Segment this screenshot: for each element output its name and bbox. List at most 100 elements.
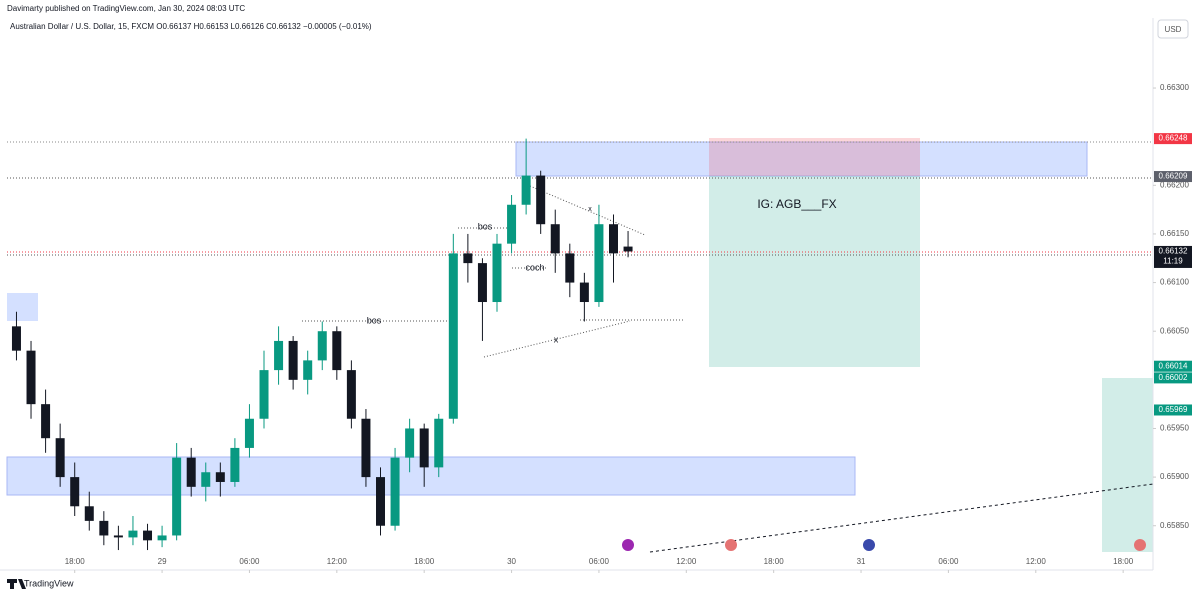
price-label: 0.65969 [1159,405,1188,414]
candle-body [419,428,429,468]
candle-body [201,472,211,487]
x-tick-label: 06:00 [239,557,260,566]
zone [515,141,1088,177]
target-zone [1102,378,1153,552]
currency-button[interactable] [1157,19,1189,39]
candle-body [361,418,371,478]
candle-body [579,282,589,303]
candle-body [259,370,269,419]
price-label-box [1154,245,1192,268]
candle-body [288,340,298,380]
publisher: Davimarty published on TradingView.com, … [7,4,245,13]
event-icon[interactable] [1134,539,1146,551]
candle-body [405,428,415,458]
candle-body [113,535,123,538]
y-tick-label: 0.66200 [1160,180,1189,189]
candle-body [41,404,51,439]
candle-body [550,224,560,254]
candle-body [448,253,458,419]
candle-body [303,360,313,380]
candle-body [536,175,546,225]
annotation: x [588,206,592,213]
candle-body [274,340,284,371]
x-tick-label: 06:00 [589,557,610,566]
price-label: 0.66209 [1159,172,1188,181]
y-tick-label: 0.66150 [1160,229,1189,238]
x-tick-label: 18:00 [65,557,86,566]
currency[interactable]: USD [1165,25,1182,34]
candle-body [26,350,36,405]
event-icon[interactable] [863,539,875,551]
candle-body [623,246,633,252]
candle-body [521,175,531,205]
x-tick-label: 30 [507,557,516,566]
y-tick-label: 0.65850 [1160,521,1189,530]
symbol-info: Australian Dollar / U.S. Dollar, 15, FXC… [10,22,372,31]
candle-body [186,457,196,487]
price-label: 0.66132 [1159,247,1188,256]
annotation: x [554,334,559,344]
zone [6,456,856,496]
candle-body [376,477,386,526]
x-tick-label: 06:00 [938,557,959,566]
candle-body [172,457,182,536]
candle-body [507,204,517,244]
candle-body [463,253,473,264]
stop-zone [709,138,920,176]
price-label-box [1154,133,1192,145]
brand-logo [7,579,26,589]
y-tick-label: 0.65900 [1160,472,1189,481]
x-tick-label: 31 [857,557,866,566]
y-tick-label: 0.65950 [1160,424,1189,433]
candle-body [157,535,167,541]
candle-body [99,520,109,536]
candle-body [244,418,254,448]
annotation: IG: AGB___FX [757,197,836,211]
x-tick-label: 18:00 [414,557,435,566]
candle-body [492,243,502,303]
candle-body [390,457,400,526]
x-tick-label: 29 [158,557,167,566]
candle-body [608,224,618,254]
candle-body [594,224,604,303]
candle-body [70,477,80,507]
annotation: bos [367,315,382,325]
event-icon[interactable] [622,539,634,551]
annotation: coch [525,262,544,272]
candle-body [84,506,94,521]
candle-body [215,472,225,482]
y-tick-label: 0.66050 [1160,326,1189,335]
y-tick-label: 0.66100 [1160,278,1189,287]
target-zone [709,176,920,367]
candle-body [565,253,575,283]
x-tick-label: 12:00 [327,557,348,566]
candle-body [346,370,356,419]
x-tick-label: 12:00 [676,557,697,566]
candle-body [55,438,65,478]
event-icon[interactable] [725,539,737,551]
candle-body [11,326,21,351]
price-label-box [1154,360,1192,372]
price-label-box [1154,404,1192,416]
trendline [483,320,631,358]
candle-body [317,331,327,361]
candle-body [143,530,153,541]
x-tick-label: 18:00 [764,557,785,566]
countdown: 11:19 [1163,257,1183,266]
price-label: 0.66248 [1159,134,1188,143]
x-tick-label: 18:00 [1113,557,1134,566]
x-tick-label: 12:00 [1026,557,1047,566]
price-label-box [1154,171,1192,183]
brand: TradingView [24,578,74,588]
price-label-box [1154,372,1192,384]
price-label: 0.66002 [1159,373,1188,382]
annotation: bos [478,221,493,231]
candle-body [128,530,138,538]
zone [7,293,38,321]
candle-body [230,447,240,482]
y-tick-label: 0.66300 [1160,83,1189,92]
price-label: 0.66014 [1159,361,1188,370]
candle-body [477,263,487,303]
candle-body [434,418,444,468]
